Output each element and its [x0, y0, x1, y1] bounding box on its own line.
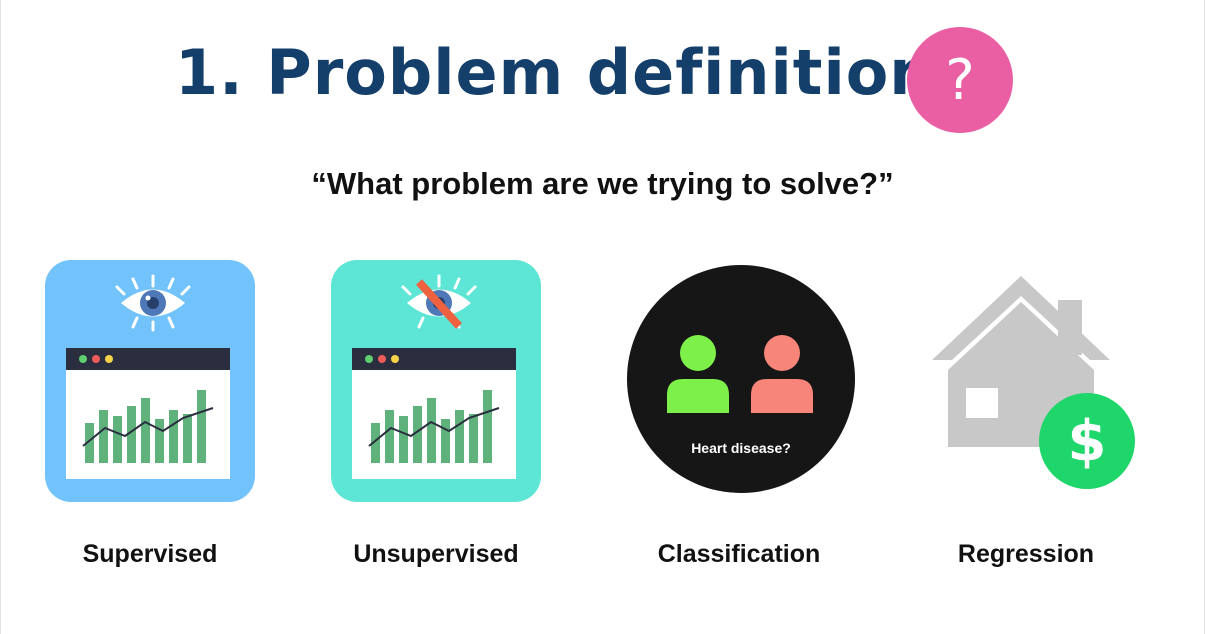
classification-card: Heart disease? — [627, 265, 855, 493]
subtitle: “What problem are we trying to solve?” — [311, 166, 894, 201]
regression-label: Regression — [957, 540, 1095, 568]
unsupervised-label: Unsupervised — [353, 540, 519, 568]
eye-icon — [66, 274, 230, 479]
unsupervised-card — [331, 260, 541, 502]
classification-label: Classification — [657, 540, 821, 568]
left-border — [0, 0, 1, 634]
eye-crossed-icon — [352, 274, 516, 479]
supervised-card — [45, 260, 255, 502]
dollar-icon: $ — [1039, 393, 1135, 489]
supervised-label: Supervised — [82, 540, 218, 568]
question-mark-icon: ? — [907, 27, 1013, 133]
two-people-icon — [667, 335, 813, 413]
heart-disease-caption: Heart disease? — [691, 440, 791, 456]
page-title: 1. Problem definition — [175, 36, 935, 109]
